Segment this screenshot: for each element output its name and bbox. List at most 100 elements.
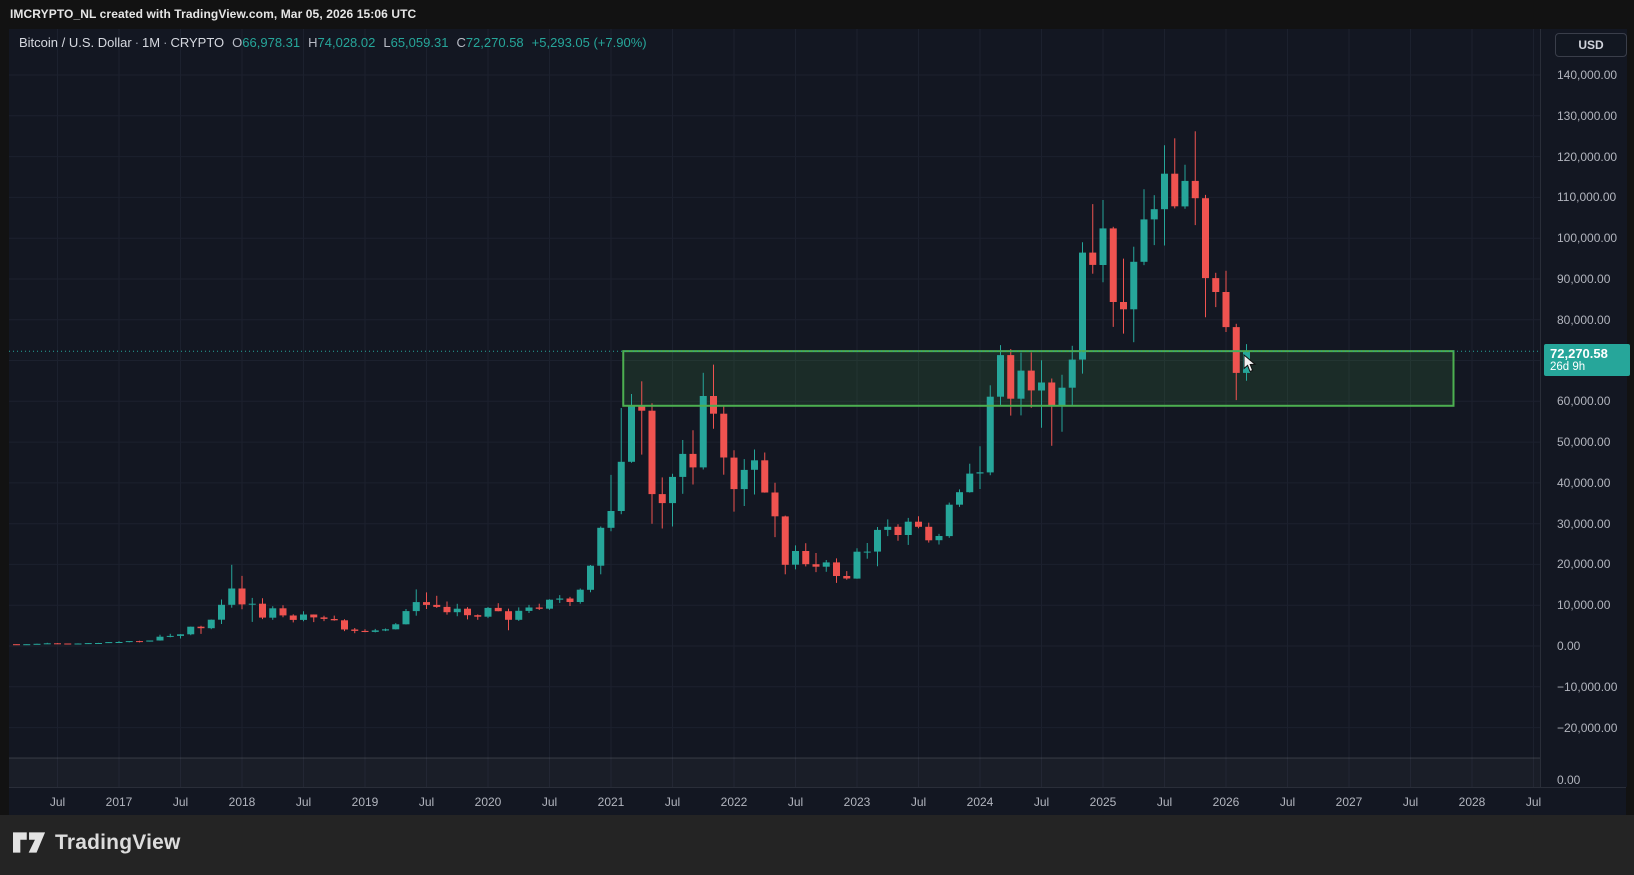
candle — [443, 601, 451, 615]
candle — [125, 641, 133, 643]
time-tick-label: Jul — [1402, 795, 1419, 809]
candle — [248, 597, 256, 622]
candle — [915, 516, 922, 529]
candle — [474, 614, 482, 620]
candle — [23, 644, 31, 646]
candle — [453, 603, 461, 617]
price-tick-label: 80,000.00 — [1557, 313, 1611, 327]
candle — [494, 603, 502, 612]
price-tick-label: −10,000.00 — [1557, 680, 1618, 694]
current-price-tag: 72,270.58 26d 9h — [1544, 344, 1630, 377]
time-tick-label: Jul — [1033, 795, 1050, 809]
candle — [156, 634, 164, 641]
candle — [566, 596, 574, 606]
candle — [341, 619, 348, 632]
candle — [1089, 204, 1097, 274]
candle — [136, 640, 143, 643]
candle — [997, 345, 1004, 406]
candle — [1120, 258, 1127, 334]
high-value: 74,028.02 — [317, 35, 376, 50]
candle — [84, 643, 92, 645]
price-tick-label: −20,000.00 — [1557, 721, 1618, 735]
candle — [863, 543, 871, 559]
candle — [351, 628, 359, 634]
candle — [238, 575, 246, 610]
candle — [781, 515, 789, 575]
candle — [597, 526, 605, 575]
candle — [269, 606, 277, 620]
time-tick-label: 2021 — [597, 795, 625, 809]
candle — [833, 558, 840, 583]
candle — [64, 643, 72, 645]
chart-plot-area[interactable] — [9, 29, 1540, 787]
candle — [576, 588, 584, 604]
candle — [95, 642, 102, 644]
time-tick-label: 2025 — [1089, 795, 1117, 809]
high-label: H — [308, 35, 318, 50]
candle — [1068, 345, 1076, 406]
time-tick-label: Jul — [418, 795, 435, 809]
candle — [54, 643, 61, 645]
candle — [1171, 138, 1179, 209]
candle — [556, 595, 564, 603]
candle — [187, 626, 195, 636]
price-tick-label: 60,000.00 — [1557, 394, 1611, 408]
legend-separator: · — [163, 35, 168, 50]
candle — [679, 440, 687, 494]
candle — [792, 545, 799, 570]
time-tick-label: Jul — [49, 795, 66, 809]
time-tick-label: Jul — [172, 795, 189, 809]
candle — [464, 607, 471, 620]
candle — [105, 642, 113, 644]
exchange-label: CRYPTO — [170, 35, 225, 50]
candle — [177, 634, 184, 639]
candle — [720, 405, 728, 475]
supply-zone-rectangle-fill[interactable] — [623, 351, 1454, 406]
candle — [207, 619, 215, 630]
candle — [1181, 164, 1189, 209]
currency-toggle-button[interactable]: USD — [1555, 33, 1627, 57]
time-tick-label: Jul — [664, 795, 681, 809]
time-tick-label: 2020 — [474, 795, 502, 809]
candle — [259, 598, 266, 620]
candle — [945, 502, 953, 538]
open-label: O — [232, 35, 243, 50]
candle — [699, 372, 707, 470]
candle — [689, 430, 697, 485]
change-value: +5,293.05 (+7.90%) — [531, 35, 647, 50]
tradingview-logo-icon — [13, 832, 46, 853]
close-label: C — [456, 35, 466, 50]
symbol-legend[interactable]: Bitcoin / U.S. Dollar · 1M · CRYPTO O66,978.3… — [19, 35, 647, 50]
low-value: 65,059.31 — [390, 35, 449, 50]
attribution-text: IMCRYPTO_NL created with TradingView.com… — [10, 7, 417, 21]
candle — [607, 474, 615, 532]
candle — [382, 628, 389, 632]
close-value: 72,270.58 — [465, 35, 524, 50]
candle — [505, 608, 512, 631]
candle — [320, 615, 328, 622]
open-value: 66,978.31 — [242, 35, 301, 50]
time-tick-label: 2017 — [105, 795, 133, 809]
candle — [638, 381, 646, 455]
candle — [904, 517, 912, 545]
price-tick-label: 100,000.00 — [1557, 231, 1618, 245]
candle — [812, 553, 820, 573]
time-tick-label: 2024 — [966, 795, 994, 809]
supply-zone-rectangle-border[interactable] — [622, 350, 1455, 407]
price-tick-label: 40,000.00 — [1557, 476, 1611, 490]
candle — [433, 595, 441, 608]
candle — [966, 463, 974, 493]
candle — [658, 477, 666, 529]
candle — [279, 605, 287, 618]
price-tick-label: 110,000.00 — [1557, 190, 1617, 204]
candle — [894, 524, 902, 541]
price-axis[interactable]: USD 72,270.58 26d 9h 0.00 140,000.00 130,… — [1540, 29, 1630, 787]
time-tick-label: Jul — [1279, 795, 1296, 809]
candle — [976, 446, 984, 489]
candle — [751, 449, 758, 495]
candle — [822, 560, 830, 572]
candle — [761, 452, 769, 493]
candle — [74, 643, 82, 645]
time-axis[interactable]: Jul 2017 Jul 2018 Jul 2019 Jul 2020 Jul 2021 Jul 20… — [9, 787, 1626, 816]
tradingview-logo[interactable]: TradingView — [13, 829, 181, 856]
